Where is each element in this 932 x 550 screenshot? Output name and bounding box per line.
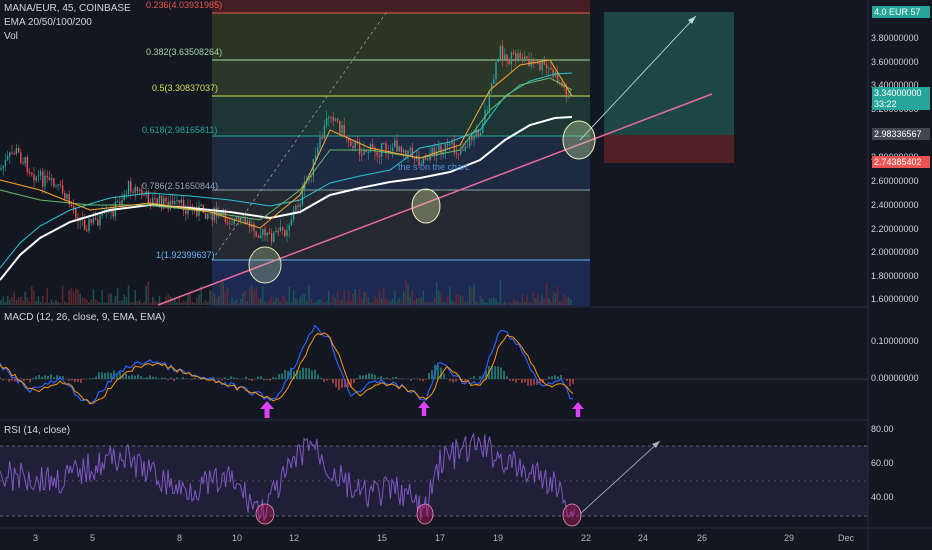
price-tag-top: 4.0 EUR 57: [872, 6, 930, 18]
rsi-tick: 80.00: [871, 424, 894, 434]
price-tick: 3.40000000: [871, 80, 919, 90]
price-tick: 2.60000000: [871, 176, 919, 186]
fib-anchor-line: [211, 9, 389, 261]
rsi-tick: 40.00: [871, 492, 894, 502]
volume-legend: Vol: [4, 31, 18, 42]
date-tick: 24: [638, 533, 649, 543]
date-tick: Dec: [838, 533, 855, 543]
date-tick: 22: [581, 533, 592, 543]
price-tag-mid: 2.98336567: [872, 128, 930, 140]
fib-label-0618: 0.618(2.98165811): [142, 125, 218, 135]
price-tick: 3.60000000: [871, 57, 919, 67]
rsi-tick: 60.00: [871, 458, 894, 468]
fib-label-0382: 0.382(3.63508264): [146, 47, 223, 57]
date-tick: 3: [33, 533, 39, 543]
countdown-tag: 33:22: [872, 98, 930, 110]
price-tick: 1.60000000: [871, 294, 919, 304]
projection-arrow[interactable]: [579, 15, 697, 141]
fib-lines: [212, 12, 590, 261]
macd-tick: 0.00000000: [871, 373, 919, 383]
rsi-line: [0, 432, 575, 522]
ema-100-line: [0, 72, 573, 269]
date-tick: 29: [784, 533, 795, 543]
support-trendline[interactable]: [157, 93, 713, 306]
fib-zones: [212, 0, 590, 306]
date-tick: 10: [232, 533, 243, 543]
rsi-band: [0, 445, 868, 517]
date-tick: 17: [435, 533, 446, 543]
fib-label-05: 0.5(3.30837037): [152, 83, 219, 93]
fib-label-1: 1(1.92399637): [156, 250, 215, 260]
fib-label-0786: 0.786(2.51650844): [142, 181, 219, 191]
macd-up-arrows: [260, 401, 584, 418]
symbol-title: MANA/EUR, 45, COINBASE: [4, 3, 131, 14]
long-position-tool[interactable]: [604, 12, 734, 163]
date-tick: 12: [289, 533, 300, 543]
ema-50-line: [0, 77, 573, 221]
fib-label-0236: 0.236(4.03931985): [146, 0, 223, 10]
macd-title: MACD (12, 26, close, 9, EMA, EMA): [4, 312, 166, 323]
macd-signal-line: [0, 332, 574, 405]
price-tick: 2.40000000: [871, 200, 919, 210]
price-tick: 1.80000000: [871, 271, 919, 281]
ema-20-line: [0, 59, 573, 229]
date-tick: 19: [493, 533, 504, 543]
date-tick: 5: [90, 533, 96, 543]
date-tick: 8: [177, 533, 183, 543]
current-price-tag: 3.34000000: [872, 87, 930, 99]
date-tick: 15: [377, 533, 388, 543]
price-tick: 2.00000000: [871, 247, 919, 257]
price-tick: 2.20000000: [871, 224, 919, 234]
ema-legend: EMA 20/50/100/200: [4, 17, 92, 28]
chart-note: the s on the chart.: [398, 162, 471, 172]
price-tag-low: 2.74385402: [872, 156, 930, 168]
rsi-projection-arrow: [579, 440, 661, 515]
date-tick: 26: [697, 533, 708, 543]
touch-circles: [248, 120, 596, 284]
macd-tick: 0.10000000: [871, 336, 919, 346]
price-tick: 3.80000000: [871, 33, 919, 43]
rsi-circles: [255, 503, 582, 527]
rsi-title: RSI (14, close): [4, 425, 71, 436]
ema-200-line: [0, 116, 573, 281]
volume-bars: [0, 279, 572, 305]
